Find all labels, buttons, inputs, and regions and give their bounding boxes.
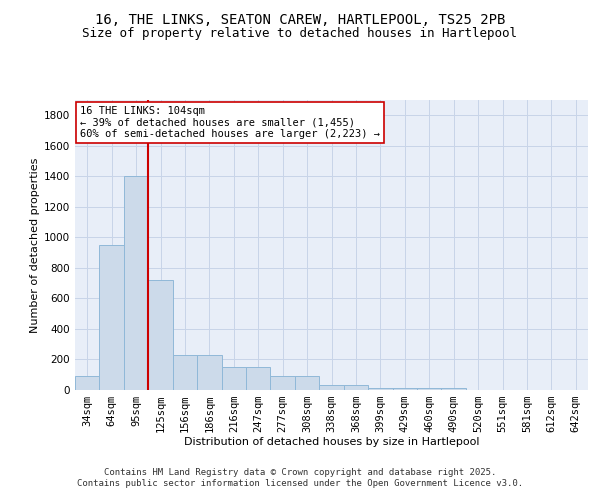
Y-axis label: Number of detached properties: Number of detached properties [30, 158, 40, 332]
Bar [75, 376, 100, 390]
Bar [271, 376, 295, 390]
X-axis label: Distribution of detached houses by size in Hartlepool: Distribution of detached houses by size … [184, 436, 479, 446]
Bar [173, 355, 197, 390]
Bar [246, 367, 271, 390]
Bar [100, 245, 124, 390]
Bar [368, 388, 392, 390]
Bar [392, 388, 417, 390]
Bar [295, 376, 319, 390]
Text: Size of property relative to detached houses in Hartlepool: Size of property relative to detached ho… [83, 28, 517, 40]
Bar [442, 388, 466, 390]
Bar [197, 355, 221, 390]
Bar [148, 280, 173, 390]
Bar [221, 367, 246, 390]
Bar [124, 176, 148, 390]
Bar [417, 388, 442, 390]
Text: 16 THE LINKS: 104sqm
← 39% of detached houses are smaller (1,455)
60% of semi-de: 16 THE LINKS: 104sqm ← 39% of detached h… [80, 106, 380, 139]
Bar [319, 386, 344, 390]
Text: 16, THE LINKS, SEATON CAREW, HARTLEPOOL, TS25 2PB: 16, THE LINKS, SEATON CAREW, HARTLEPOOL,… [95, 12, 505, 26]
Text: Contains HM Land Registry data © Crown copyright and database right 2025.
Contai: Contains HM Land Registry data © Crown c… [77, 468, 523, 487]
Bar [344, 386, 368, 390]
